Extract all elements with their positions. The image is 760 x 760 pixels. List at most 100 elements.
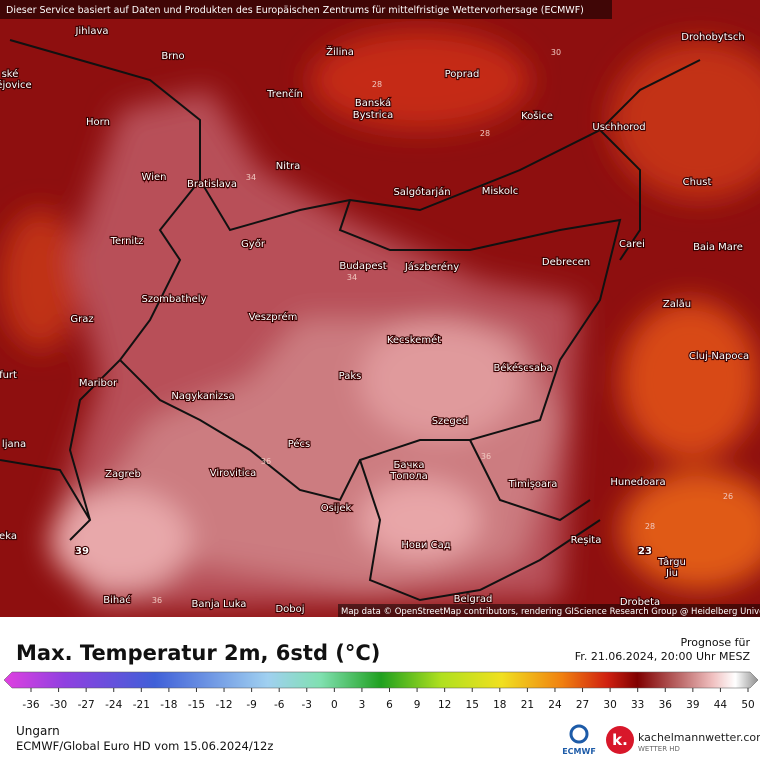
city-label: Baia Mare	[693, 242, 743, 253]
colorbar-tick-label: 12	[438, 699, 451, 711]
city-label: Trenčín	[266, 88, 303, 100]
contour-label: 36	[481, 452, 491, 461]
colorbar-tick-label: -3	[302, 699, 312, 711]
city-label: Miskolc	[482, 186, 518, 197]
city-label: Košice	[521, 110, 553, 122]
city-label: Žilina	[326, 45, 354, 58]
city-label: Jihlava	[74, 26, 108, 37]
city-label: Jászberény	[404, 261, 459, 273]
city-label: ějovice	[0, 79, 32, 91]
city-label: Győr	[241, 238, 266, 250]
city-label: Banja Luka	[192, 599, 247, 610]
city-label: furt	[0, 370, 17, 381]
attribution-bg	[338, 604, 760, 617]
colorbar-tick-label: 9	[414, 699, 421, 711]
city-label: Horn	[86, 117, 110, 128]
city-label: Cluj-Napoca	[689, 351, 749, 362]
city-label: Wien	[142, 172, 167, 183]
borders	[0, 39, 701, 602]
city-label: Zagreb	[105, 469, 141, 480]
colorbar-tick-label: -6	[274, 699, 285, 711]
city-label: Belgrad	[454, 594, 493, 605]
contour-label: 36	[152, 596, 162, 605]
city-label: Poprad	[445, 69, 480, 80]
city-label: Bihać	[103, 594, 131, 606]
model-run: ECMWF/Global Euro HD vom 15.06.2024/12z	[16, 739, 273, 753]
credit-bg	[0, 0, 612, 19]
contour-label: 30	[551, 48, 561, 57]
extreme-label: 39	[75, 546, 89, 557]
contour-label: 34	[246, 173, 256, 182]
city-label: Drohobytsch	[681, 32, 744, 43]
contour-label: 34	[347, 273, 357, 282]
region: Ungarn	[16, 724, 60, 738]
colorbar-tick-label: 18	[493, 699, 506, 711]
ecmwf-text: ECMWF	[562, 747, 596, 756]
city-label: Zalău	[663, 299, 691, 310]
city-label: Brno	[161, 51, 184, 62]
city-label: Нови Сад	[401, 540, 450, 551]
map	[0, 0, 760, 617]
forecast-time: Fr. 21.06.2024, 20:00 Uhr MESZ	[575, 650, 751, 663]
city-label: Hunedoara	[610, 477, 665, 488]
colorbar-tick-label: -18	[160, 699, 177, 711]
city-label: Bratislava	[187, 179, 237, 190]
colorbar-tick-label: -21	[133, 699, 150, 711]
city-label: Timișoara	[508, 479, 558, 490]
city-label: eka	[0, 531, 17, 542]
colorbar-tick-label: 6	[386, 699, 393, 711]
ecmwf-logo	[569, 724, 589, 744]
colorbar-tick-label: 36	[659, 699, 673, 711]
colorbar-tick-label: 39	[686, 699, 699, 711]
km-logo-k: k.	[612, 731, 628, 749]
city-label: ljana	[2, 439, 26, 450]
colorbar-tick-label: 50	[741, 699, 754, 711]
colorbar-tick-label: 15	[466, 699, 479, 711]
credit: Dieser Service basiert auf Daten und Pro…	[6, 5, 584, 16]
colorbar-tick-label: 30	[603, 699, 616, 711]
city-label: Békéscsaba	[493, 362, 552, 374]
city-label: Debrecen	[542, 257, 590, 268]
city-label: Veszprém	[249, 311, 298, 323]
colorbar-tick-label: 44	[714, 699, 728, 711]
attribution: Map data © OpenStreetMap contributors, r…	[341, 607, 760, 617]
colorbar-tick-label: 33	[631, 699, 644, 711]
city-label: Bystrica	[353, 110, 393, 121]
colorbar-tick-label: -24	[105, 699, 122, 711]
city-label: Uschhorod	[592, 122, 645, 133]
colorbar-tick-label: 21	[521, 699, 534, 711]
km-logo	[606, 726, 634, 754]
city-label: Salgótarján	[393, 186, 450, 198]
colorbar-tick-label: 0	[331, 699, 338, 711]
colorbar	[3, 671, 759, 689]
colorbar-tick-label: 24	[548, 699, 562, 711]
city-label: Szombathely	[141, 294, 206, 305]
colorbar-tick-label: -36	[22, 699, 39, 711]
city-label: Paks	[339, 371, 362, 382]
contour-label: 28	[372, 80, 382, 89]
city-label: Nagykanizsa	[171, 391, 234, 402]
colorbar-tick-label: -27	[78, 699, 95, 711]
colorbar-tick-label: -30	[50, 699, 67, 711]
site-sub: WETTER HD	[638, 745, 680, 753]
city-label: Carei	[619, 239, 645, 250]
city-label: Doboj	[275, 604, 304, 615]
colorbar-tick-label: 27	[576, 699, 589, 711]
city-label: Топола	[389, 471, 427, 482]
city-label: Бачка	[393, 460, 424, 471]
city-label: Graz	[70, 314, 93, 325]
city-label: Jiu	[665, 568, 678, 579]
city-label: Pécs	[288, 438, 311, 450]
city-label: ské	[2, 68, 19, 80]
contour-label: 28	[480, 129, 490, 138]
city-label: Drobeta	[620, 597, 660, 608]
contour-label: 26	[723, 492, 733, 501]
city-label: Ternitz	[110, 236, 144, 247]
site: kachelmannwetter.com	[638, 731, 760, 744]
city-label: Virovitica	[210, 468, 256, 479]
colorbar-tick-label: 3	[359, 699, 366, 711]
city-label: Nitra	[276, 161, 300, 172]
city-label: Chust	[683, 177, 712, 188]
city-label: Banská	[355, 97, 391, 109]
